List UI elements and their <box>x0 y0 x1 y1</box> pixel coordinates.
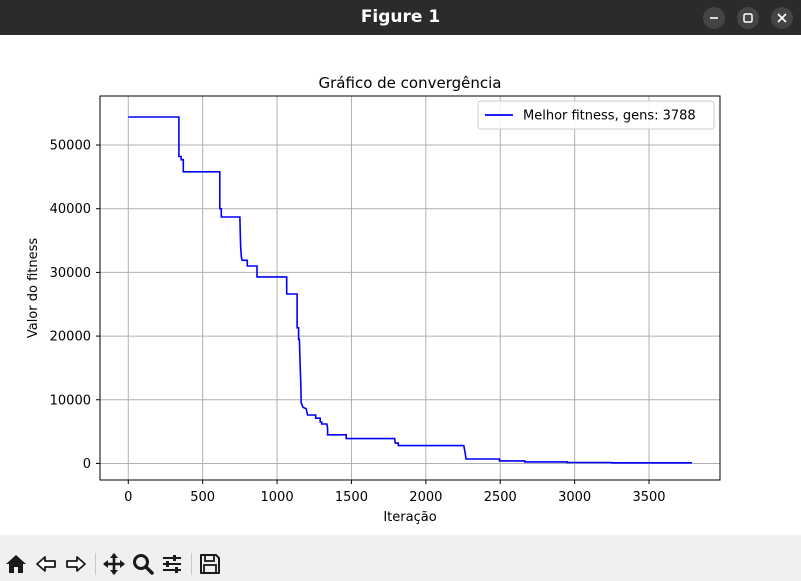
forward-arrow-icon <box>66 556 86 572</box>
y-tick-label: 20000 <box>50 330 91 345</box>
x-tick-label: 1500 <box>335 490 368 505</box>
x-tick-label: 3000 <box>558 490 591 505</box>
y-tick-label: 50000 <box>50 139 91 154</box>
home-icon <box>6 555 26 573</box>
y-tick-label: 0 <box>83 457 91 472</box>
save-icon <box>200 554 220 574</box>
series-line <box>128 116 692 464</box>
convergence-chart[interactable]: 0 500 1000 1500 2000 2500 3000 3500 0 10000 20000 3… <box>0 35 801 535</box>
plot-background <box>100 96 720 480</box>
legend-box <box>477 100 715 130</box>
y-axis-label: Valor do fitness <box>26 238 41 339</box>
save-button[interactable] <box>198 552 222 576</box>
axes-frame <box>99 95 721 481</box>
back-arrow-icon <box>36 556 56 572</box>
x-axis-label: Iteração <box>383 510 436 525</box>
minimize-button[interactable] <box>703 7 725 29</box>
x-tick-label: 3500 <box>632 490 665 505</box>
x-tick-label: 1000 <box>261 490 294 505</box>
zoom-icon <box>133 554 154 575</box>
zoom-button[interactable] <box>131 552 155 576</box>
configure-subplots-button[interactable] <box>160 552 184 576</box>
configure-subplots-icon <box>163 555 181 573</box>
pan-icon <box>103 553 125 575</box>
x-tick-label: 2500 <box>484 490 517 505</box>
navigation-toolbar <box>0 535 801 581</box>
x-tick-label: 500 <box>190 490 215 505</box>
chart-title: Gráfico de convergência <box>319 74 502 92</box>
home-button[interactable] <box>4 552 28 576</box>
maximize-button[interactable] <box>737 7 759 29</box>
x-tick-label: 0 <box>124 490 132 505</box>
y-tick-label: 30000 <box>50 266 91 281</box>
pan-button[interactable] <box>102 552 126 576</box>
maximize-icon <box>743 13 753 23</box>
close-icon <box>777 13 787 23</box>
forward-button[interactable] <box>64 552 88 576</box>
x-tick-label: 2000 <box>409 490 442 505</box>
close-button[interactable] <box>771 7 793 29</box>
y-tick-label: 10000 <box>50 393 91 408</box>
window-titlebar: Figure 1 <box>0 0 801 35</box>
plot-area: 0 500 1000 1500 2000 2500 3000 3500 0 10000 20000 3… <box>0 35 801 535</box>
window-title: Figure 1 <box>360 7 441 27</box>
legend-label: Melhor fitness, gens: 3788 <box>523 109 696 124</box>
minimize-icon <box>710 17 718 19</box>
back-button[interactable] <box>34 552 58 576</box>
y-tick-label: 40000 <box>50 202 91 217</box>
